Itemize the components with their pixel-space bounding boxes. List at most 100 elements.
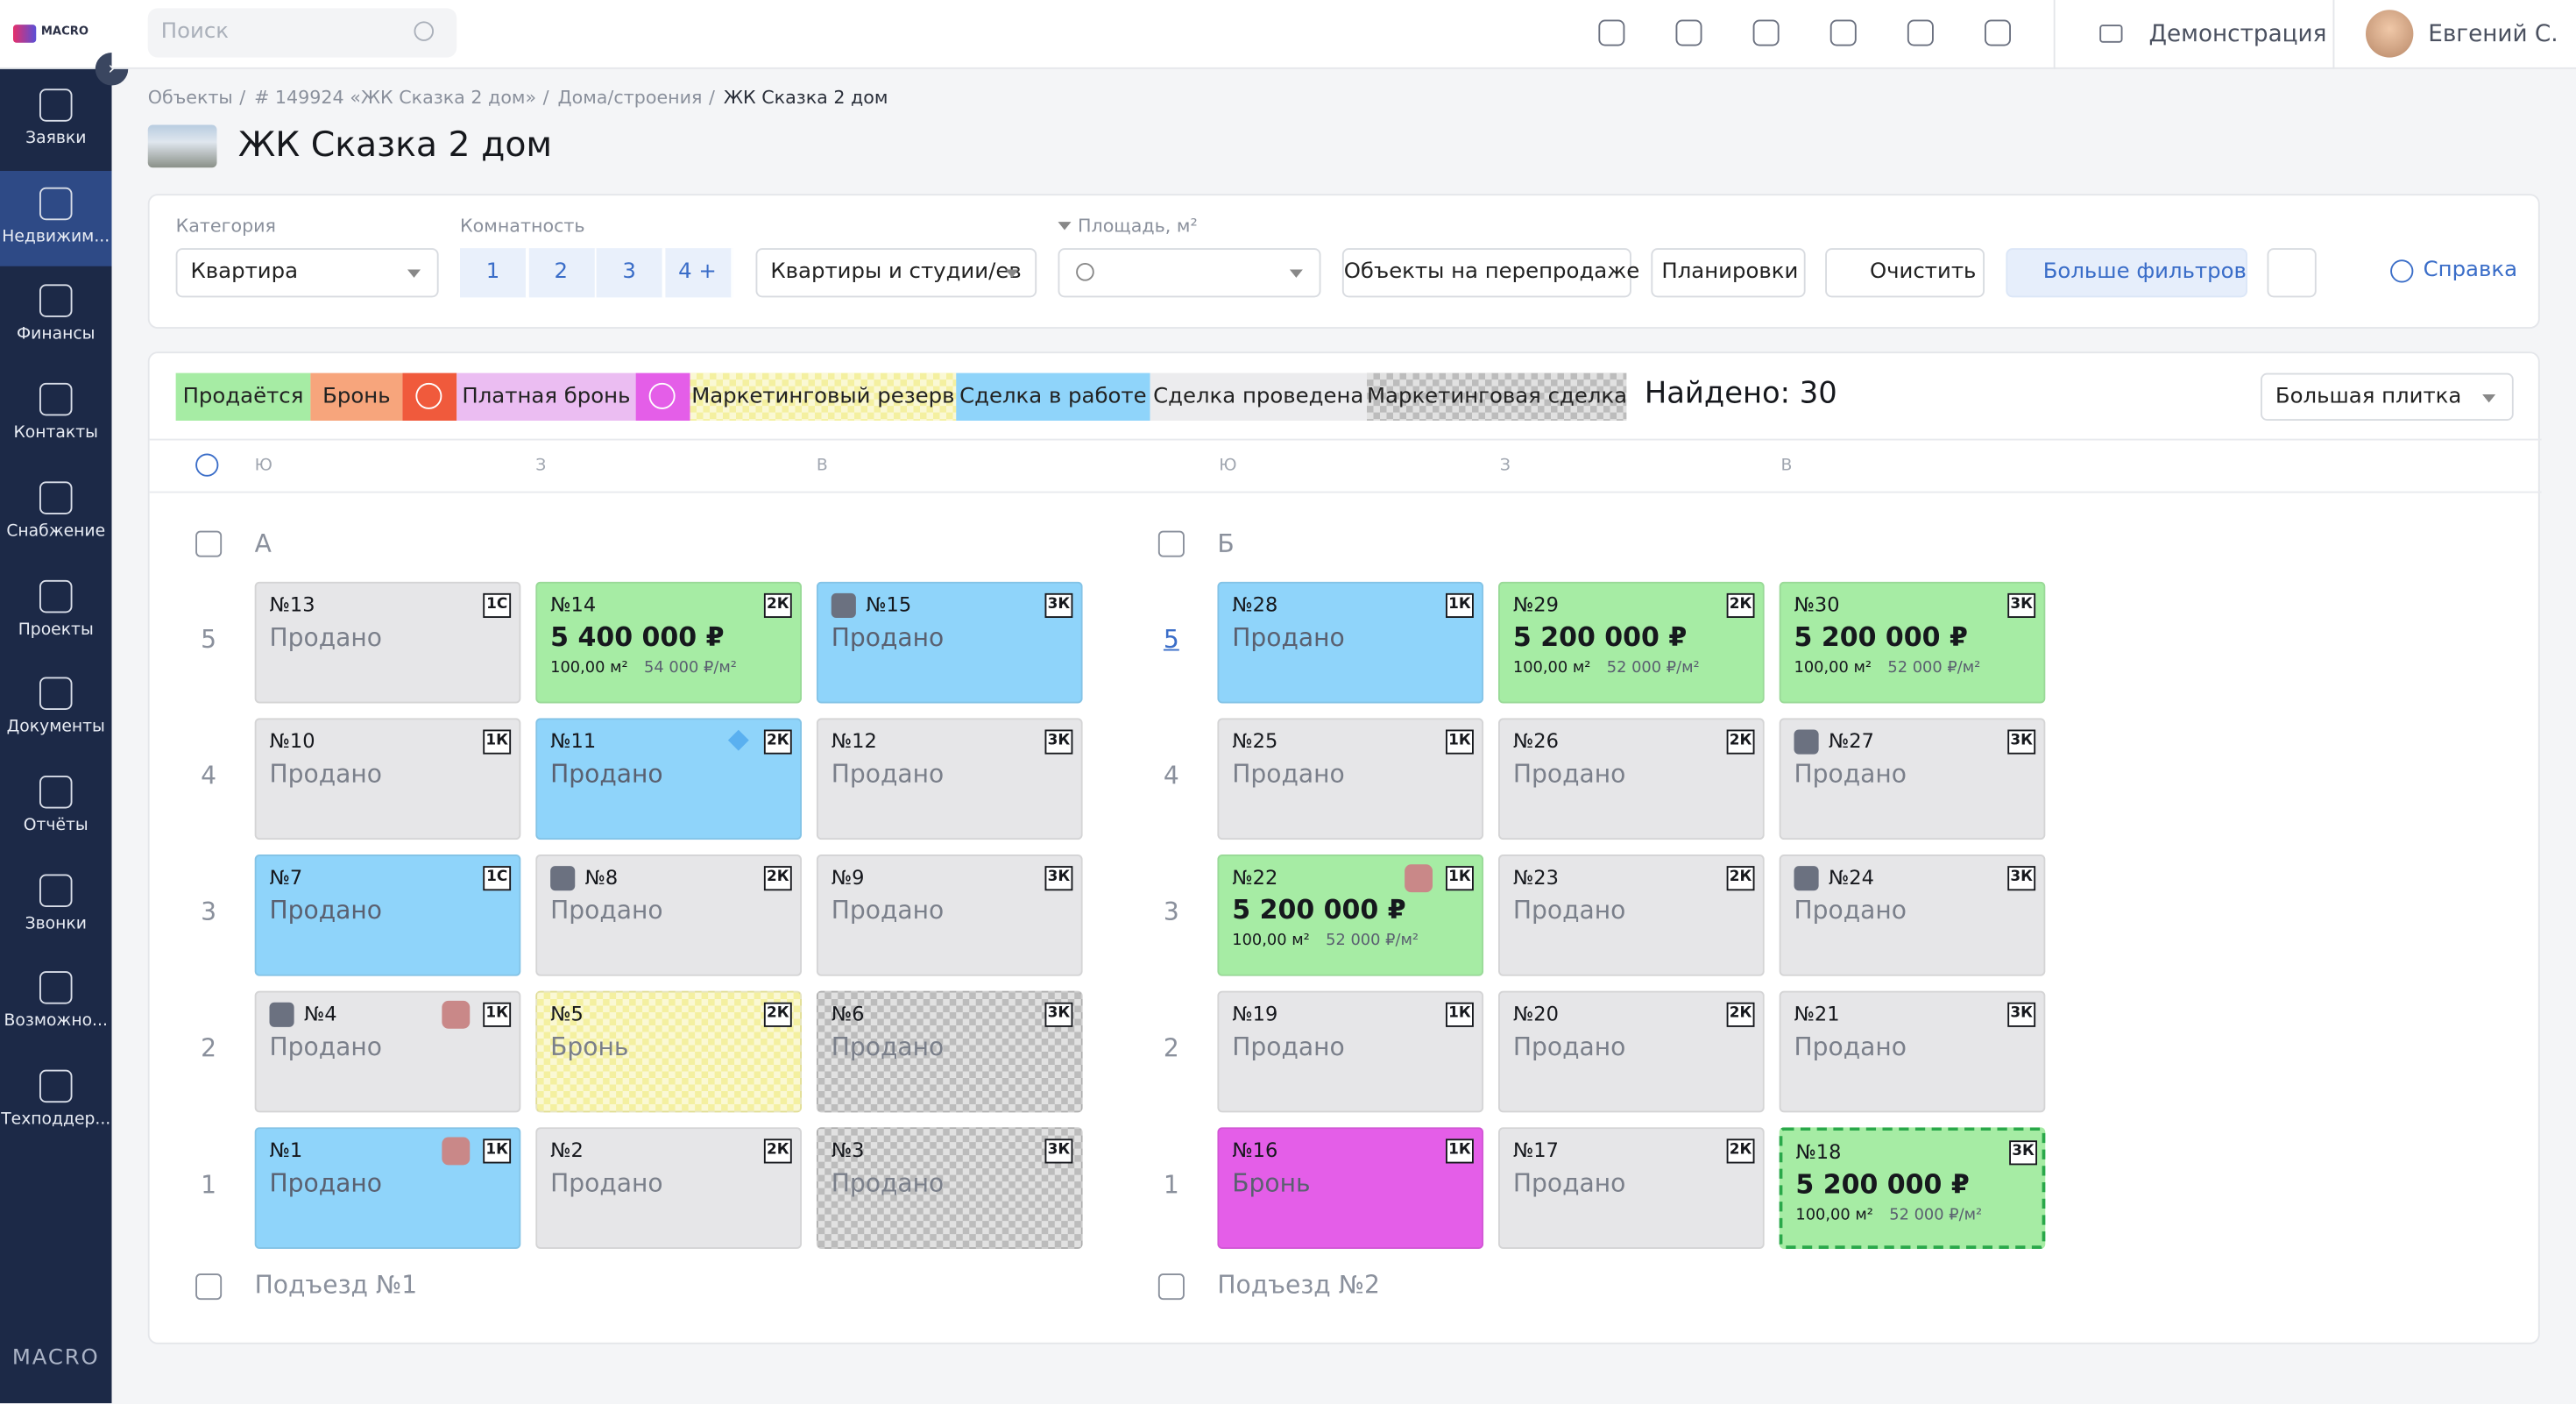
legend-item[interactable] [635, 372, 690, 421]
select-value: Квартиры и студии/ев [770, 259, 1022, 285]
legend-item[interactable] [402, 372, 457, 421]
unit-tile[interactable]: №3 3К Продано [816, 1127, 1083, 1249]
unit-number: №19 [1232, 1002, 1278, 1025]
room-option[interactable]: 1 [460, 248, 527, 298]
entrance-icon[interactable] [195, 1273, 223, 1301]
nav-icon [39, 775, 73, 809]
room-option[interactable]: 2 [527, 248, 596, 298]
help-link[interactable]: Справка [2423, 258, 2518, 283]
room-option[interactable]: 4 + [664, 248, 732, 298]
nav-item[interactable]: Документы [0, 661, 112, 756]
nav-item[interactable]: Звонки [0, 857, 112, 953]
legend-item[interactable]: Маркетинговая сделка [1367, 372, 1627, 421]
category-select[interactable]: Квартира [175, 248, 439, 298]
unit-status: Продано [1512, 1032, 1626, 1062]
unit-type: 3К [2007, 729, 2036, 755]
compass-icon[interactable] [195, 453, 219, 477]
unit-tile[interactable]: №17 2К Продано [1498, 1127, 1765, 1249]
divider [149, 438, 2542, 441]
unit-status: Продано [831, 1032, 945, 1062]
toolbar-icon[interactable] [1598, 19, 1625, 46]
unit-tile[interactable]: №28 1К Продано [1217, 581, 1484, 704]
unit-tile[interactable]: №8 2К Продано [535, 854, 802, 976]
nav-item[interactable]: Отчёты [0, 759, 112, 854]
unit-tile[interactable]: №29 2К 5 200 000 ₽ 100,00 м² 52 000 ₽/м² [1498, 581, 1765, 704]
nav-item[interactable]: Техподдер... [0, 1053, 112, 1149]
toolbar-icon[interactable] [1752, 19, 1780, 46]
unit-tile[interactable]: №18 3К 5 200 000 ₽ 100,00 м² 52 000 ₽/м² [1779, 1127, 2046, 1249]
toolbar-icon[interactable] [1985, 19, 2011, 46]
unit-tile[interactable]: №6 3К Продано [816, 990, 1083, 1113]
unit-tile[interactable]: №24 3К Продано [1779, 854, 2046, 976]
legend-label: Продаётся [182, 384, 304, 409]
nav-item[interactable]: Снабжение [0, 464, 112, 560]
legend-item[interactable]: Платная бронь [456, 372, 636, 421]
nav-item[interactable]: Контакты [0, 366, 112, 462]
entrance-icon[interactable] [1157, 530, 1185, 557]
unit-tile[interactable]: №27 3К Продано [1779, 718, 2046, 840]
toolbar-icon[interactable] [1907, 19, 1934, 46]
unit-tile[interactable]: №4 1К Продано [254, 990, 521, 1113]
legend-item[interactable]: Маркетинговый резерв [690, 372, 957, 421]
kind-select[interactable]: Квартиры и студии/ев [755, 248, 1037, 298]
unit-tile[interactable]: №21 3К Продано [1779, 990, 2046, 1113]
unit-tile[interactable]: №30 3К 5 200 000 ₽ 100,00 м² 52 000 ₽/м² [1779, 581, 2046, 704]
unit-tile[interactable]: №15 3К Продано [816, 581, 1083, 704]
company-name[interactable]: Демонстрация [2148, 21, 2327, 48]
unit-type: 1С [483, 866, 512, 891]
unit-tile[interactable]: №23 2К Продано [1498, 854, 1765, 976]
unit-type: 3К [1044, 866, 1073, 891]
legend-item[interactable]: Бронь [310, 372, 403, 421]
unit-tile[interactable]: №13 1С Продано [254, 581, 521, 704]
filter-button[interactable]: Объекты на перепродаже [1341, 248, 1639, 298]
breadcrumb[interactable]: Дома/строения [557, 87, 703, 109]
legend-item[interactable]: Сделка в работе [956, 372, 1150, 421]
unit-tile[interactable]: №12 3К Продано [816, 718, 1083, 840]
area-select[interactable] [1058, 248, 1321, 298]
unit-status: Продано [1794, 1032, 1907, 1062]
filter-label: Категория [175, 215, 276, 237]
nav-item[interactable]: Заявки [0, 73, 112, 168]
unit-tile[interactable]: №9 3К Продано [816, 854, 1083, 976]
unit-tile[interactable]: №11 2К Продано [535, 718, 802, 840]
filter-button[interactable]: Больше фильтров [2006, 248, 2247, 298]
floor-number[interactable]: 5 [1163, 624, 1179, 655]
room-option[interactable]: 3 [596, 248, 664, 298]
filter-button[interactable]: Очистить [1825, 248, 1985, 298]
unit-tile[interactable]: №16 1К Бронь [1217, 1127, 1484, 1249]
legend-item[interactable]: Сделка проведена [1150, 372, 1367, 421]
user-name[interactable]: Евгений С. [2428, 21, 2558, 48]
unit-tile[interactable]: №19 1К Продано [1217, 990, 1484, 1113]
breadcrumb[interactable]: # 149924 «ЖК Сказка 2 дом» [254, 87, 537, 109]
filter-button[interactable]: Планировки [1651, 248, 1806, 298]
breadcrumb[interactable]: Объекты [147, 87, 233, 109]
unit-type: 2К [763, 1138, 792, 1164]
nav-item[interactable]: Финансы [0, 268, 112, 364]
unit-tile[interactable]: №2 2К Продано [535, 1127, 802, 1249]
unit-tile[interactable]: №1 1К Продано [254, 1127, 521, 1249]
unit-tile[interactable]: №14 2К 5 400 000 ₽ 100,00 м² 54 000 ₽/м² [535, 581, 802, 704]
nav-item[interactable]: Возможно... [0, 955, 112, 1051]
unit-tile[interactable]: №26 2К Продано [1498, 718, 1765, 840]
breadcrumb-separator: / [239, 87, 246, 109]
entrance-icon[interactable] [1157, 1273, 1185, 1301]
unit-tile[interactable]: №20 2К Продано [1498, 990, 1765, 1113]
unit-tile[interactable]: №22 1К 5 200 000 ₽ 100,00 м² 52 000 ₽/м² [1217, 854, 1484, 976]
refresh-button[interactable] [2267, 248, 2317, 298]
unit-tile[interactable]: №10 1К Продано [254, 718, 521, 840]
help-icon [2390, 259, 2414, 283]
nav-item[interactable]: Недвижим... [0, 170, 112, 266]
unit-status: Продано [1512, 759, 1626, 789]
unit-tile[interactable]: №25 1К Продано [1217, 718, 1484, 840]
entrance-icon[interactable] [195, 530, 223, 557]
unit-tile[interactable]: №5 2К Бронь [535, 990, 802, 1113]
toolbar-icon[interactable] [1675, 19, 1702, 46]
view-select[interactable]: Большая плитка [2261, 372, 2514, 421]
nav-item[interactable]: Проекты [0, 563, 112, 658]
unit-tile[interactable]: №7 1С Продано [254, 854, 521, 976]
unit-type: 1С [483, 592, 512, 618]
search-input[interactable]: Поиск [147, 8, 457, 58]
toolbar-icon[interactable] [1829, 19, 1857, 46]
unit-type: 1К [1446, 729, 1474, 755]
legend-item[interactable]: Продаётся [175, 372, 311, 421]
